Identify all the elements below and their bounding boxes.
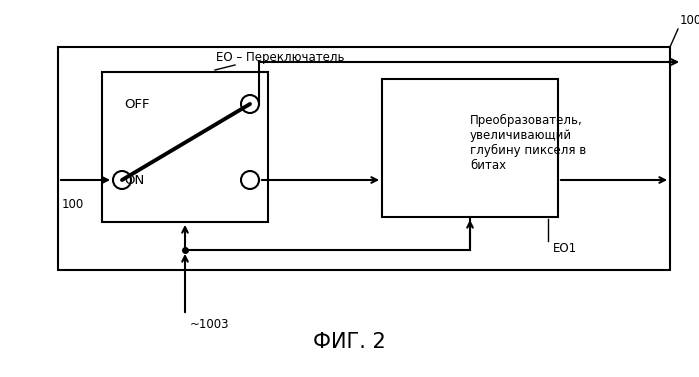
Text: ЕО1: ЕО1 [553, 242, 577, 256]
Text: OFF: OFF [124, 98, 150, 110]
Text: ON: ON [124, 173, 144, 187]
Bar [102, 72, 268, 222]
Text: ЕО – Переключатель: ЕО – Переключатель [216, 51, 344, 63]
Bar [382, 79, 558, 217]
Text: 1001: 1001 [680, 14, 699, 27]
Text: ФИГ. 2: ФИГ. 2 [312, 332, 385, 352]
Text: 100: 100 [62, 198, 85, 211]
Text: ~1003: ~1003 [190, 318, 229, 331]
Bar [58, 47, 670, 270]
Text: Преобразователь,
увеличивающий
глубину пикселя в
битах: Преобразователь, увеличивающий глубину п… [470, 114, 586, 172]
